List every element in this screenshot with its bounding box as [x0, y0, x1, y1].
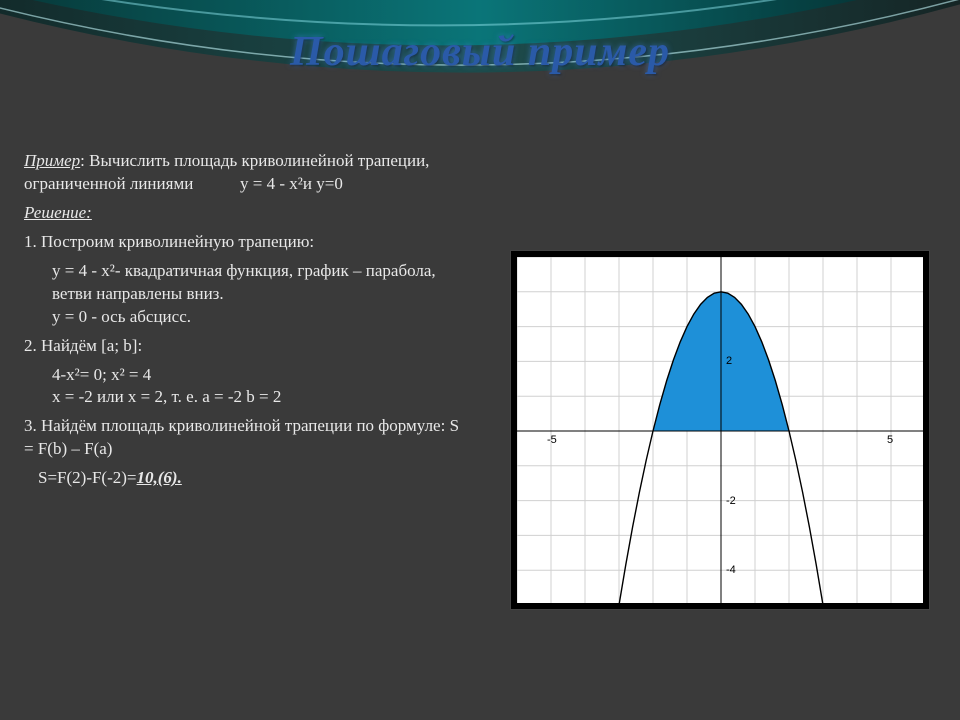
- example-body: : Вычислить площадь криволинейной трапец…: [24, 151, 429, 193]
- step1-head: 1. Построим криволинейную трапецию:: [24, 231, 464, 254]
- parabola-chart: -55-4-22: [517, 257, 923, 603]
- solution-label: Решение:: [24, 202, 464, 225]
- step1-body: y = 4 - x²- квадратичная функция, график…: [24, 260, 464, 329]
- example-label: Пример: [24, 151, 80, 170]
- slide-title: Пошаговый пример: [0, 28, 960, 76]
- step2-body: 4-x²= 0; x² = 4 x = -2 или x = 2, т. е. …: [24, 364, 464, 410]
- chart-frame: -55-4-22: [510, 250, 930, 610]
- result-prefix: S=F(2)-F(-2)=: [38, 468, 137, 487]
- text-content: Пример: Вычислить площадь криволинейной …: [24, 150, 464, 496]
- step2-head: 2. Найдём [a; b]:: [24, 335, 464, 358]
- step3-head: 3. Найдём площадь криволинейной трапеции…: [24, 415, 464, 461]
- result-answer: 10,(6).: [137, 468, 182, 487]
